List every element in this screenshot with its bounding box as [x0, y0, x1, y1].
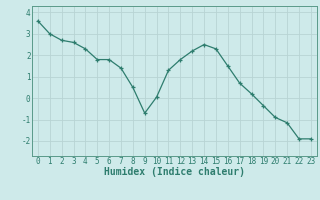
- X-axis label: Humidex (Indice chaleur): Humidex (Indice chaleur): [104, 167, 245, 177]
